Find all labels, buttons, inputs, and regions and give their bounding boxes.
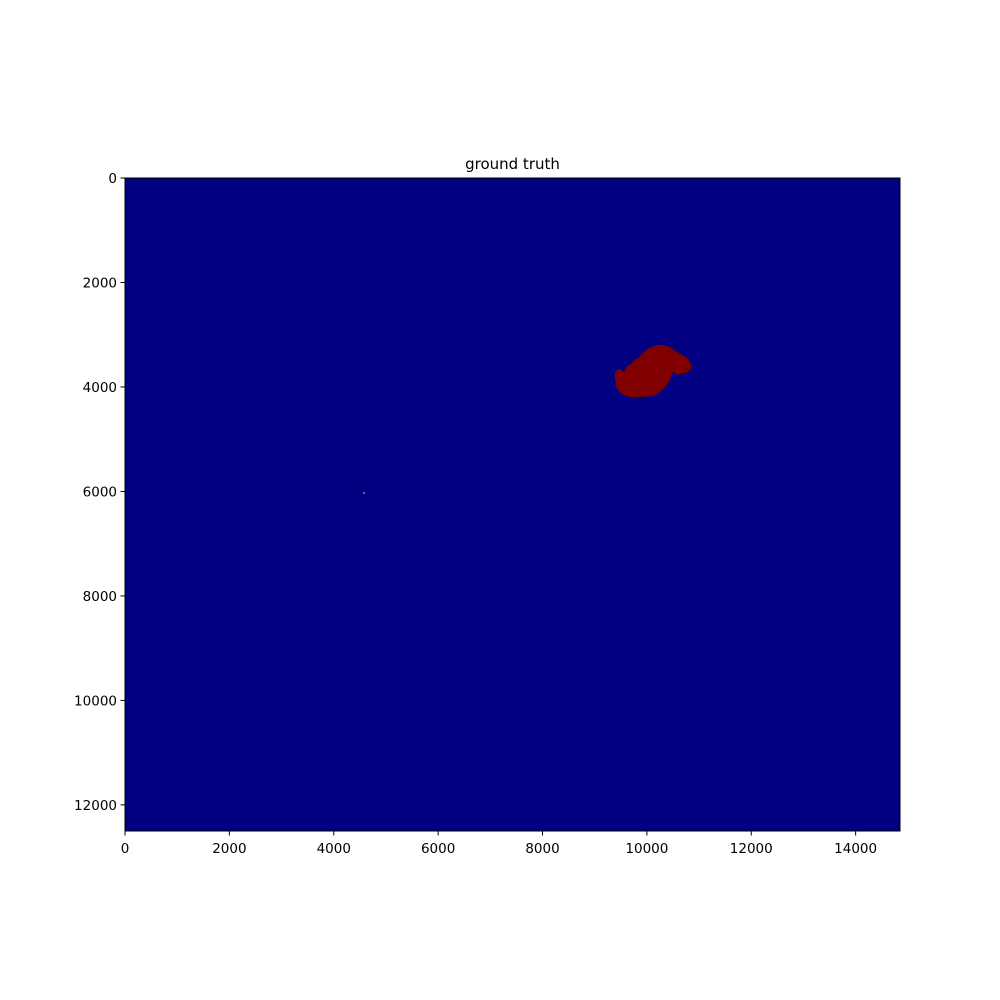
heatmap-point-1 (363, 492, 365, 494)
x-tick-label: 10000 (625, 841, 668, 857)
heatmap-region-1 (614, 344, 692, 398)
chart-title: ground truth (465, 155, 560, 173)
x-tick-label: 4000 (317, 841, 351, 857)
y-tick-label: 2000 (83, 275, 117, 291)
x-tick-label: 14000 (834, 841, 877, 857)
y-tick-label: 12000 (74, 798, 117, 814)
x-tick-label: 0 (121, 841, 130, 857)
y-tick-label: 6000 (83, 484, 117, 500)
x-tick-label: 2000 (212, 841, 246, 857)
plot-frame (124, 177, 901, 832)
x-tick-label: 12000 (730, 841, 773, 857)
x-tick-label: 8000 (525, 841, 559, 857)
y-tick-label: 4000 (83, 380, 117, 396)
y-tick-label: 0 (108, 171, 117, 187)
y-tick-label: 8000 (83, 589, 117, 605)
y-axis: 0 2000 4000 6000 8000 10000 12000 (74, 171, 125, 814)
heatmap-background (125, 178, 900, 831)
plot-area (124, 177, 901, 832)
x-axis: 0 2000 4000 6000 8000 10000 12000 14000 (121, 831, 877, 857)
y-tick-label: 10000 (74, 693, 117, 709)
x-tick-label: 6000 (421, 841, 455, 857)
